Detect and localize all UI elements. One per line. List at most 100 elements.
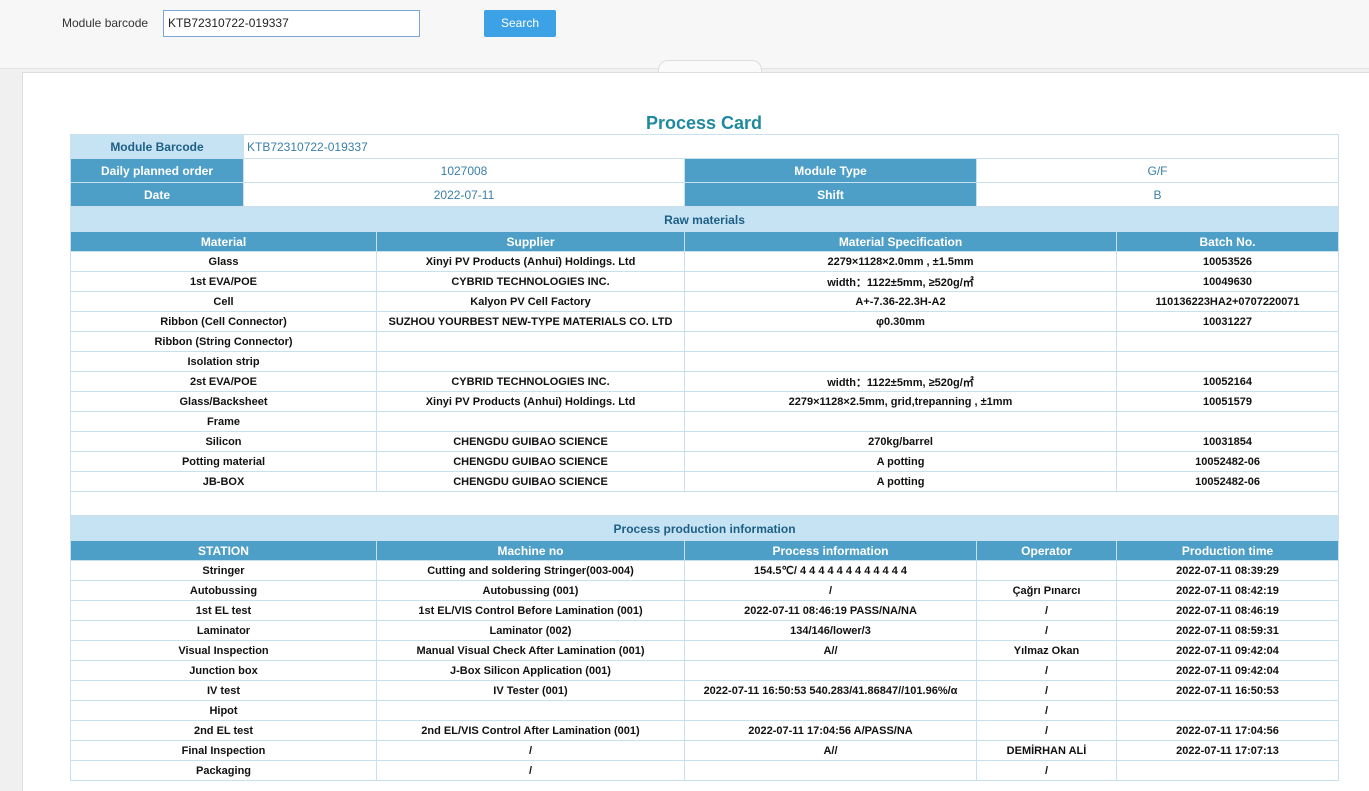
barcode-input[interactable]: KTB72310722-019337: [163, 10, 420, 37]
table-cell: CHENGDU GUIBAO SCIENCE: [376, 451, 685, 472]
table-cell: [1115, 351, 1340, 372]
table-cell: Ribbon (String Connector): [70, 331, 377, 352]
table-cell: Process production information: [69, 516, 1340, 541]
table-cell: /: [976, 720, 1117, 741]
table-cell: width：1122±5mm, ≥520g/㎡: [684, 271, 1117, 292]
table-cell: [684, 351, 1117, 372]
process-table: Process production information STATION Mac…: [69, 516, 1340, 781]
column-headers: Material Supplier Material Specification Ba…: [70, 231, 1340, 252]
table-cell: 2022-07-11 08:39:29: [1115, 560, 1340, 581]
table-cell: Date: [70, 182, 244, 207]
process-card-panel: Process Card Module Barcode KTB72310722-0…: [22, 72, 1369, 791]
table-cell: 10031227: [1115, 311, 1340, 332]
info-row: Date 2022-07-11 Shift B: [70, 182, 1339, 207]
table-cell: 1st EL test: [70, 600, 377, 621]
data-row: Autobussing Autobussing (001) / Çağrı Pınar…: [70, 580, 1340, 601]
table-cell: Frame: [70, 411, 377, 432]
table-cell: /: [976, 600, 1117, 621]
table-cell: Xinyi PV Products (Anhui) Holdings. Ltd: [376, 251, 685, 272]
search-label: Module barcode: [62, 16, 149, 30]
table-cell: Operator: [976, 540, 1117, 561]
table-cell: A+-7.36-22.3H-A2: [684, 291, 1117, 312]
table-cell: IV test: [70, 680, 377, 701]
table-cell: Manual Visual Check After Lamination (00…: [376, 640, 685, 661]
table-cell: CYBRID TECHNOLOGIES INC.: [376, 371, 685, 392]
table-cell: [1115, 760, 1340, 781]
table-cell: 2022-07-11 17:04:56 A/PASS/NA: [684, 720, 977, 741]
table-cell: Module Barcode: [70, 134, 244, 159]
table-cell: Production time: [1115, 540, 1340, 561]
data-row: 2nd EL test 2nd EL/VIS Control After Lami…: [70, 720, 1340, 741]
table-cell: Supplier: [376, 231, 685, 252]
data-row: Ribbon (Cell Connector) SUZHOU YOURBEST N…: [70, 311, 1340, 332]
data-row: Packaging / /: [70, 760, 1340, 781]
tables: Module Barcode KTB72310722-019337 Daily pl…: [69, 134, 1340, 781]
table-cell: Batch No.: [1115, 231, 1340, 252]
data-row: 1st EVA/POE CYBRID TECHNOLOGIES INC. width…: [70, 271, 1340, 292]
table-cell: Laminator (002): [376, 620, 685, 641]
table-cell: φ0.30mm: [684, 311, 1117, 332]
table-cell: Kalyon PV Cell Factory: [376, 291, 685, 312]
table-cell: [684, 760, 977, 781]
table-cell: [376, 411, 685, 432]
table-cell: A//: [684, 740, 977, 761]
table-cell: Shift: [684, 182, 977, 207]
info-row: Module Barcode KTB72310722-019337: [70, 134, 1339, 159]
table-cell: SUZHOU YOURBEST NEW-TYPE MATERIALS CO. L…: [376, 311, 685, 332]
table-cell: Glass/Backsheet: [70, 391, 377, 412]
table-cell: J-Box Silicon Application (001): [376, 660, 685, 681]
table-cell: Glass: [70, 251, 377, 272]
table-cell: [1115, 331, 1340, 352]
table-cell: Machine no: [376, 540, 685, 561]
table-cell: A potting: [684, 471, 1117, 492]
data-row: Stringer Cutting and soldering Stringer(0…: [70, 560, 1340, 581]
table-cell: [376, 351, 685, 372]
table-cell: Cell: [70, 291, 377, 312]
table-cell: Daily planned order: [70, 158, 244, 183]
data-row: Cell Kalyon PV Cell Factory A+-7.36-22.3H-…: [70, 291, 1340, 312]
data-row: Potting material CHENGDU GUIBAO SCIENCE A …: [70, 451, 1340, 472]
table-cell: /: [976, 760, 1117, 781]
data-row: IV test IV Tester (001) 2022-07-11 16:50:5…: [70, 680, 1340, 701]
table-cell: Xinyi PV Products (Anhui) Holdings. Ltd: [376, 391, 685, 412]
card-title: Process Card: [645, 113, 763, 133]
table-cell: Ribbon (Cell Connector): [70, 311, 377, 332]
table-cell: Silicon: [70, 431, 377, 452]
search-button[interactable]: Search: [484, 10, 556, 37]
table-cell: 2022-07-11 16:50:53 540.283/41.86847//10…: [684, 680, 977, 701]
table-cell: /: [376, 760, 685, 781]
table-cell: 2st EVA/POE: [70, 371, 377, 392]
table-cell: 10053526: [1115, 251, 1340, 272]
table-cell: Hipot: [70, 700, 377, 721]
table-cell: /: [376, 740, 685, 761]
data-row: Frame: [70, 411, 1340, 432]
table-cell: Process information: [684, 540, 977, 561]
table-cell: 2nd EL test: [70, 720, 377, 741]
data-row: 2st EVA/POE CYBRID TECHNOLOGIES INC. width…: [70, 371, 1340, 392]
table-cell: 1027008: [243, 158, 685, 183]
table-cell: 10052482-06: [1115, 471, 1340, 492]
table-cell: Junction box: [70, 660, 377, 681]
table-cell: CHENGDU GUIBAO SCIENCE: [376, 431, 685, 452]
table-cell: 1st EL/VIS Control Before Lamination (00…: [376, 600, 685, 621]
table-cell: 2022-07-11 16:50:53: [1115, 680, 1340, 701]
table-cell: 2022-07-11 08:46:19: [1115, 600, 1340, 621]
collapse-tab[interactable]: [658, 60, 762, 75]
data-row: Final Inspection / A//DEMİRHAN ALİ 2022-07-…: [70, 740, 1340, 761]
table-cell: 134/146/lower/3: [684, 620, 977, 641]
table-cell: Material: [70, 231, 377, 252]
table-cell: CHENGDU GUIBAO SCIENCE: [376, 471, 685, 492]
table-cell: Material Specification: [684, 231, 1117, 252]
table-cell: Potting material: [70, 451, 377, 472]
table-cell: A//: [684, 640, 977, 661]
table-cell: DEMİRHAN ALİ: [976, 740, 1117, 761]
search-bar: Module barcode KTB72310722-019337 Search: [0, 0, 1369, 69]
table-cell: IV Tester (001): [376, 680, 685, 701]
table-cell: [376, 331, 685, 352]
table-cell: Final Inspection: [70, 740, 377, 761]
info-row: Daily planned order 1027008 Module Type G/F: [70, 158, 1339, 183]
table-cell: 2022-07-11: [243, 182, 685, 207]
table-cell: Stringer: [70, 560, 377, 581]
section-header: Process production information: [69, 516, 1340, 541]
